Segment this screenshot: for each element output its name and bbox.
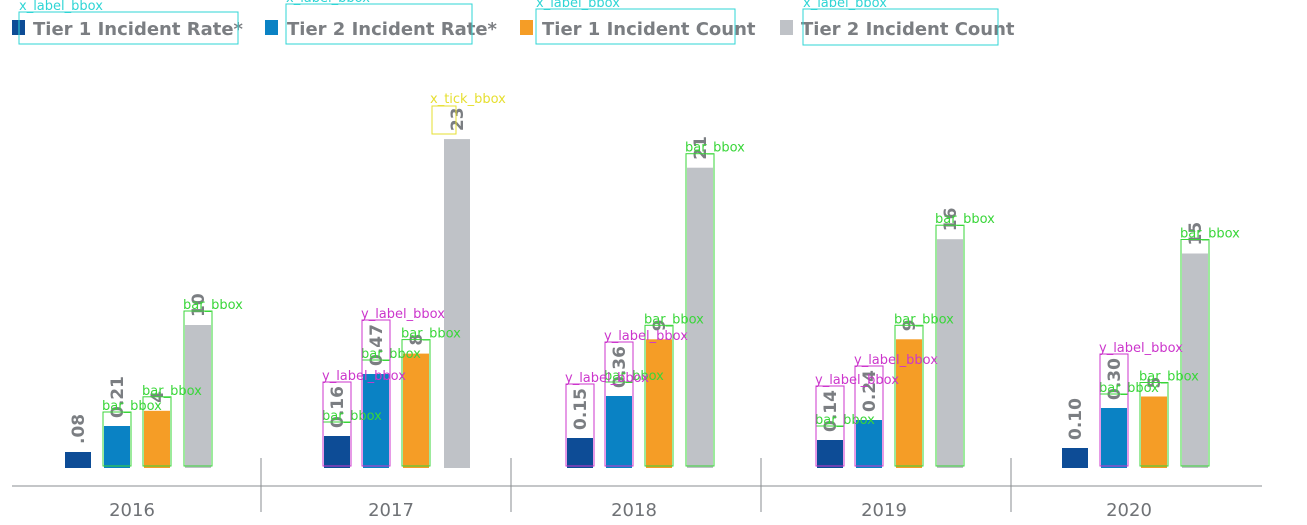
value-labels: .080.16 0.15 0.14 0.100.210.470.360.24 0.304… <box>69 107 1206 444</box>
year-label: 2018 <box>611 500 657 521</box>
bar <box>896 339 922 468</box>
value-label: 0.24 <box>860 370 880 412</box>
bar-bbox-tag: bar_bbox <box>1180 227 1240 242</box>
y-label-bbox <box>361 319 391 467</box>
bar-bbox-tag: bar_bbox <box>604 369 664 384</box>
y-label-bbox-tag: y_label_bbox <box>815 373 899 388</box>
bar <box>606 396 632 468</box>
annotation-overlays: x_label_bbox x_label_bbox x_label_bbox x_la… <box>18 0 1240 467</box>
x-label-bbox-tag: x_label_bbox <box>536 0 620 11</box>
bar-bbox <box>183 310 213 467</box>
bar <box>324 436 350 468</box>
x-label-bbox <box>18 11 239 45</box>
bar <box>185 325 211 468</box>
legend-swatch <box>520 20 533 35</box>
bar <box>363 374 389 468</box>
y-label-bbox-tag: y_label_bbox <box>854 353 938 368</box>
y-label-bbox-tag: y_label_bbox <box>604 329 688 344</box>
value-label: 0.47 <box>367 324 387 366</box>
bar-bbox <box>401 339 431 467</box>
year-label: 2019 <box>861 500 907 521</box>
bar-bbox-tag: bar_bbox <box>685 141 745 156</box>
bar <box>403 353 429 468</box>
legend-swatch <box>780 20 793 35</box>
bar-bbox <box>644 324 674 467</box>
bar-bbox-tag: bar_bbox <box>644 312 704 327</box>
legend-label: Tier 1 Incident Count <box>542 19 756 40</box>
bar <box>1141 396 1167 468</box>
bar <box>144 410 170 468</box>
bar-bbox <box>1180 239 1210 467</box>
y-label-bbox-tag: y_label_bbox <box>361 307 445 322</box>
bar-bbox-tag: bar_bbox <box>815 413 875 428</box>
legend-label: Tier 2 Incident Count <box>801 19 1015 40</box>
bar-bbox-tag: bar_bbox <box>1099 381 1159 396</box>
x-tick-bbox <box>431 105 457 135</box>
bar-bbox-tag: bar_bbox <box>142 384 202 399</box>
year-label: 2017 <box>368 500 414 521</box>
bar <box>1101 408 1127 468</box>
legend-swatch <box>265 20 278 35</box>
x-label-bbox <box>802 8 999 46</box>
year-label: 2016 <box>109 500 155 521</box>
y-label-bbox <box>854 365 884 467</box>
y-label-bbox <box>1099 353 1129 467</box>
bar-bbox-tag: bar_bbox <box>894 312 954 327</box>
bars <box>65 139 1208 468</box>
value-label: 0.10 <box>1066 398 1086 440</box>
legend-label: Tier 2 Incident Rate* <box>287 19 498 40</box>
x-label-bbox <box>535 8 736 45</box>
value-label: .08 <box>69 414 89 444</box>
bar-bbox <box>935 224 965 467</box>
legend: Tier 1 Incident Rate* Tier 2 Incident Rat… <box>12 19 1015 40</box>
x-axis <box>12 458 1262 512</box>
x-label-bbox-tag: x_label_bbox <box>803 0 887 11</box>
value-label: 0.30 <box>1105 358 1125 400</box>
bar <box>1182 253 1208 468</box>
value-label: 0.14 <box>821 390 841 432</box>
bar-bbox <box>102 411 132 467</box>
x-label-bbox-tag: x_label_bbox <box>286 0 370 6</box>
legend-label: Tier 1 Incident Rate* <box>33 19 244 40</box>
value-label: 0.16 <box>328 386 348 428</box>
y-label-bbox-tag: y_label_bbox <box>565 371 649 386</box>
bar <box>687 167 713 468</box>
bar-bbox-tag: bar_bbox <box>401 327 461 342</box>
y-label-bbox <box>565 383 595 467</box>
y-label-bbox <box>815 385 845 467</box>
bar-bbox-tag: bar_bbox <box>935 212 995 227</box>
bar <box>856 420 882 468</box>
bar-bbox-tag: bar_bbox <box>183 298 243 313</box>
bar-bbox-tag: bar_bbox <box>102 399 162 414</box>
value-label: 23 <box>448 107 468 131</box>
bar <box>646 339 672 468</box>
value-label: 0.36 <box>610 346 630 388</box>
value-label: 0.21 <box>108 376 128 418</box>
year-label: 2020 <box>1106 500 1152 521</box>
value-label: 0.15 <box>571 388 591 430</box>
bar <box>937 239 963 468</box>
bar-bbox <box>894 324 924 467</box>
bar <box>567 438 593 468</box>
y-label-bbox <box>604 341 634 467</box>
x-tick-bbox-tag: x_tick_bbox <box>430 92 506 107</box>
bar-bbox-tag: bar_bbox <box>322 409 382 424</box>
y-label-bbox-tag: y_label_bbox <box>1099 341 1183 356</box>
bar-bbox <box>1139 382 1169 467</box>
year-labels: 2016 2017 2018 2019 2020 <box>109 500 1152 521</box>
bar-bbox <box>142 396 172 467</box>
y-label-bbox <box>322 381 352 467</box>
x-label-bbox-tag: x_label_bbox <box>19 0 103 14</box>
bar <box>1062 448 1088 468</box>
x-label-bbox <box>285 3 473 45</box>
y-label-bbox-tag: y_label_bbox <box>322 369 406 384</box>
bar <box>65 452 91 468</box>
bar <box>444 139 470 468</box>
bar-bbox <box>685 153 715 467</box>
bar <box>104 426 130 468</box>
bar-bbox-tag: bar_bbox <box>1139 370 1199 385</box>
bar <box>817 440 843 468</box>
bar-bbox-tag: bar_bbox <box>361 347 421 362</box>
